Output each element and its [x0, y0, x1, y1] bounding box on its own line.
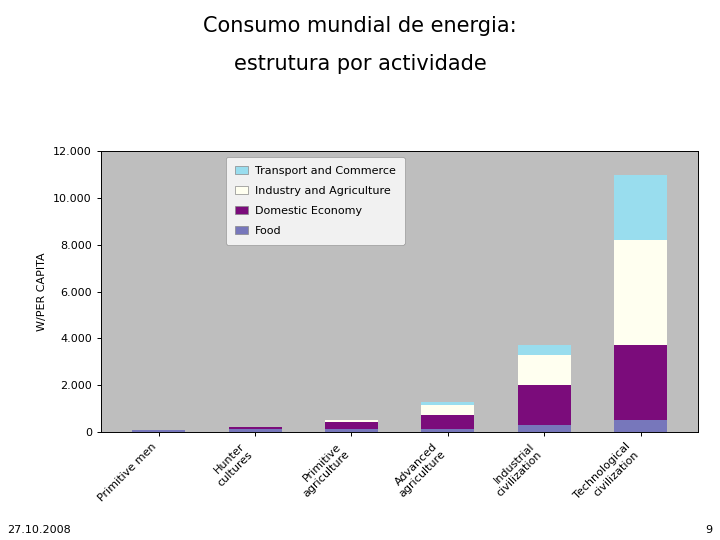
Bar — [518, 425, 571, 432]
Bar — [614, 240, 667, 346]
Y-axis label: W/PER CAPITA: W/PER CAPITA — [37, 252, 48, 331]
Text: estrutura por actividade: estrutura por actividade — [233, 54, 487, 74]
Bar — [614, 420, 667, 432]
Bar — [614, 346, 667, 420]
Bar — [325, 429, 378, 432]
Bar — [421, 402, 474, 405]
Bar — [421, 405, 474, 415]
Bar — [518, 355, 571, 385]
Bar — [325, 422, 378, 429]
Bar — [614, 174, 667, 240]
Text: 9: 9 — [706, 524, 713, 535]
Text: Consumo mundial de energia:: Consumo mundial de energia: — [203, 16, 517, 36]
Bar — [421, 429, 474, 432]
Bar — [421, 415, 474, 429]
Bar — [132, 430, 185, 432]
Bar — [228, 427, 282, 429]
Bar — [228, 429, 282, 432]
Bar — [518, 346, 571, 355]
Bar — [325, 420, 378, 422]
Bar — [518, 385, 571, 425]
Text: 27.10.2008: 27.10.2008 — [7, 524, 71, 535]
Legend: Transport and Commerce, Industry and Agriculture, Domestic Economy, Food: Transport and Commerce, Industry and Agr… — [226, 157, 405, 245]
